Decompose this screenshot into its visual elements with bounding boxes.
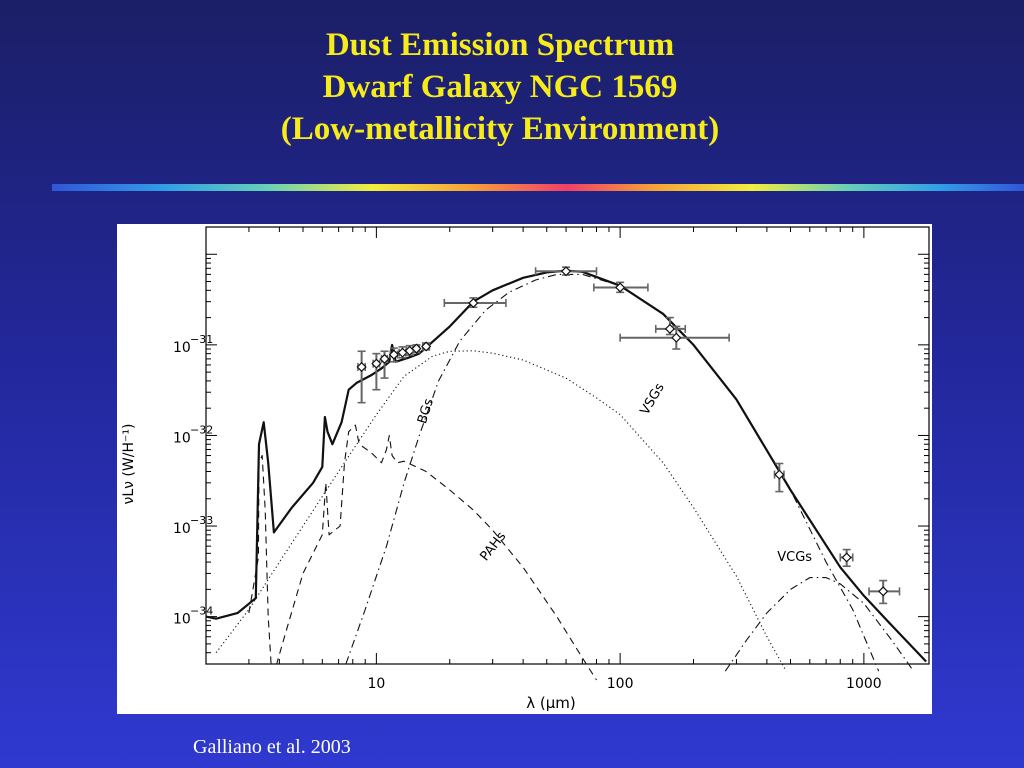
data-marker bbox=[388, 349, 399, 360]
y-tick-exponent: −31 bbox=[190, 333, 213, 346]
curve-labels: VSGs BGs PAHs VCGs bbox=[415, 381, 812, 566]
data-marker bbox=[371, 358, 382, 369]
curve-vsg bbox=[215, 350, 787, 672]
x-tick-label: 100 bbox=[607, 676, 634, 692]
data-marker bbox=[356, 361, 367, 373]
data-marker bbox=[411, 343, 422, 354]
chart-panel: 10 100 1000 10 −34 10 −33 10 −32 10 −31 VSGs BGs PAH… bbox=[117, 224, 932, 714]
data-point bbox=[411, 343, 422, 354]
x-tick-label: 1000 bbox=[846, 676, 882, 692]
data-marker bbox=[774, 469, 785, 480]
label-vsg: VSGs bbox=[638, 381, 668, 418]
data-marker bbox=[379, 353, 390, 364]
data-marker bbox=[421, 341, 432, 352]
data-marker bbox=[560, 266, 572, 277]
data-point bbox=[619, 325, 730, 350]
citation: Galliano et al. 2003 bbox=[193, 736, 351, 758]
data-marker bbox=[397, 347, 408, 358]
label-bg: BGs bbox=[415, 397, 437, 426]
data-point bbox=[593, 281, 649, 294]
curve-vcg bbox=[724, 577, 915, 672]
y-tick-exponent: −32 bbox=[190, 423, 213, 436]
data-point bbox=[839, 548, 854, 568]
y-axis-label: νLν (W/H⁻¹) bbox=[121, 424, 137, 505]
data-point bbox=[397, 346, 408, 359]
data-marker bbox=[671, 332, 682, 343]
curve-bg bbox=[345, 273, 880, 672]
y-tick-label: 10 bbox=[173, 430, 191, 446]
data-point bbox=[443, 297, 507, 309]
model-curves bbox=[205, 269, 927, 681]
label-vcg: VCGs bbox=[777, 550, 812, 565]
data-marker bbox=[878, 586, 889, 597]
y-tick-label: 10 bbox=[173, 612, 191, 628]
x-tick-label: 10 bbox=[367, 676, 385, 692]
title-line-1: Dust Emission Spectrum bbox=[325, 27, 675, 63]
x-axis-label: λ (μm) bbox=[526, 694, 576, 712]
data-point bbox=[388, 347, 399, 363]
data-marker bbox=[615, 282, 626, 293]
y-tick-exponent: −33 bbox=[190, 514, 213, 527]
title-line-2: Dwarf Galaxy NGC 1569 bbox=[322, 69, 678, 105]
label-pah: PAHs bbox=[477, 529, 509, 564]
data-point bbox=[654, 316, 687, 336]
data-marker bbox=[664, 323, 675, 334]
curve-pah bbox=[248, 424, 597, 681]
rainbow-divider bbox=[52, 184, 1024, 191]
title-line-3: (Low-metallicity Environment) bbox=[280, 111, 720, 147]
observations bbox=[356, 266, 901, 605]
plot-frame bbox=[205, 226, 930, 665]
data-point bbox=[421, 341, 432, 352]
slide-title: Dust Emission Spectrum Dwarf Galaxy NGC … bbox=[0, 24, 1000, 150]
data-point bbox=[379, 350, 390, 379]
data-point bbox=[868, 579, 901, 605]
data-marker bbox=[468, 297, 479, 309]
data-point bbox=[371, 352, 382, 391]
y-tick-label: 10 bbox=[173, 340, 191, 356]
data-point bbox=[534, 266, 598, 277]
y-tick-exponent: −34 bbox=[190, 605, 213, 618]
curve-total bbox=[205, 269, 927, 663]
y-tick-label: 10 bbox=[173, 521, 191, 537]
data-marker bbox=[841, 552, 852, 563]
data-point bbox=[356, 350, 367, 404]
data-point bbox=[404, 344, 415, 356]
data-point bbox=[773, 462, 785, 493]
